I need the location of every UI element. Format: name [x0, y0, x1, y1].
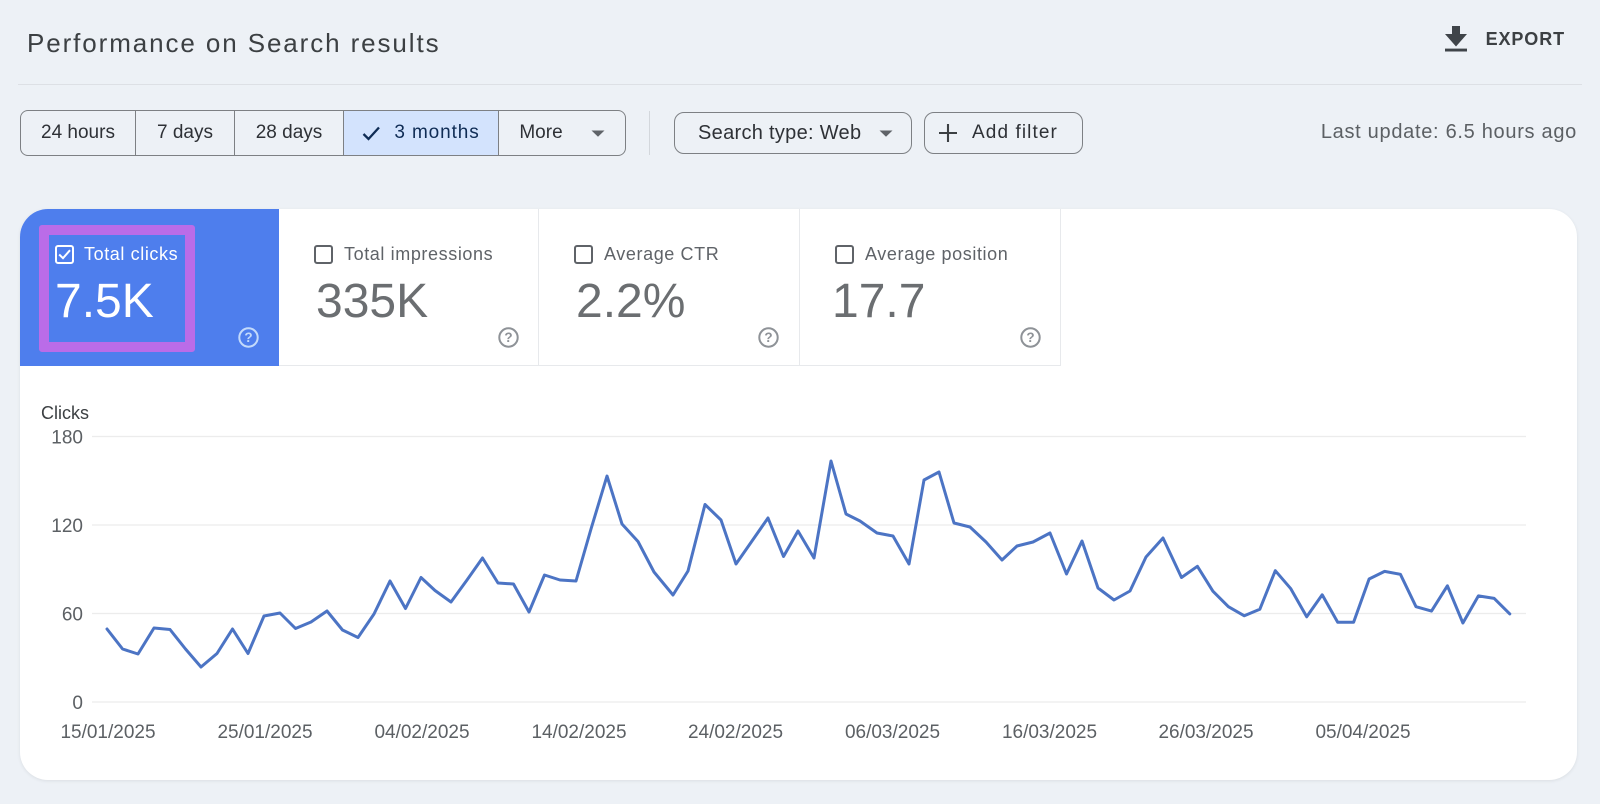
svg-text:04/02/2025: 04/02/2025: [374, 722, 469, 743]
svg-text:?: ?: [244, 330, 252, 345]
svg-text:16/03/2025: 16/03/2025: [1002, 722, 1097, 743]
svg-text:180: 180: [51, 428, 83, 449]
svg-text:06/03/2025: 06/03/2025: [845, 722, 940, 743]
svg-text:26/03/2025: 26/03/2025: [1158, 722, 1253, 743]
svg-text:05/04/2025: 05/04/2025: [1315, 722, 1410, 743]
svg-text:?: ?: [764, 330, 772, 345]
svg-text:14/02/2025: 14/02/2025: [531, 722, 626, 743]
svg-text:?: ?: [1026, 330, 1034, 345]
svg-text:120: 120: [51, 516, 83, 537]
svg-text:15/01/2025: 15/01/2025: [60, 722, 155, 743]
svg-text:60: 60: [62, 605, 83, 626]
svg-text:?: ?: [504, 330, 512, 345]
svg-text:24/02/2025: 24/02/2025: [688, 722, 783, 743]
svg-text:Clicks: Clicks: [41, 403, 89, 423]
svg-text:0: 0: [72, 693, 83, 714]
svg-text:25/01/2025: 25/01/2025: [217, 722, 312, 743]
